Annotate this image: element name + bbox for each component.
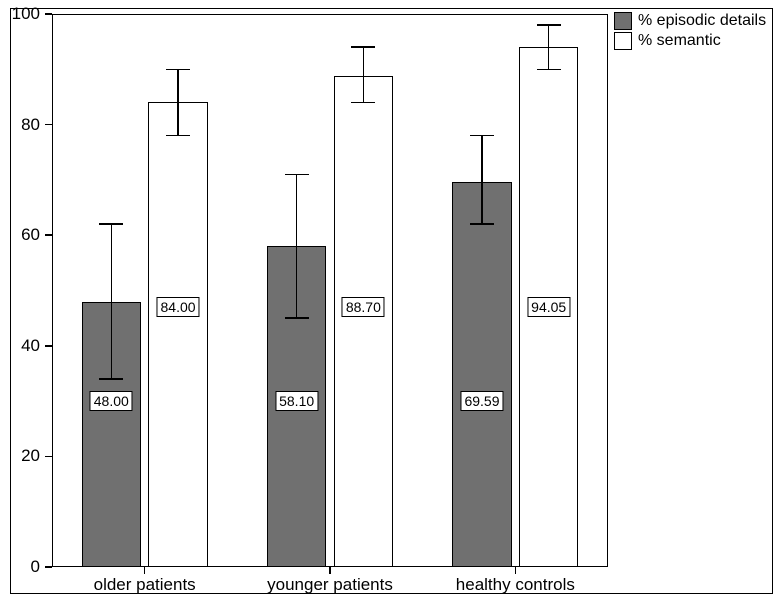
error-bar-cap: [166, 135, 190, 137]
error-bar-cap: [351, 102, 375, 104]
error-bar-cap: [470, 223, 494, 225]
error-bar-line: [363, 47, 365, 102]
x-tick: [329, 567, 331, 574]
error-bar-cap: [99, 378, 123, 380]
x-tick-label: older patients: [94, 575, 196, 595]
bar-value-label: 58.10: [275, 391, 318, 411]
bar: [452, 182, 511, 567]
y-tick-label: 20: [0, 446, 40, 466]
error-bar-cap: [537, 69, 561, 71]
legend-swatch: [614, 32, 632, 50]
legend: % episodic details % semantic: [614, 12, 766, 52]
legend-label: % semantic: [638, 32, 721, 50]
error-bar-line: [177, 69, 179, 135]
error-bar-line: [548, 25, 550, 69]
y-tick-label: 40: [0, 336, 40, 356]
x-tick: [144, 567, 146, 574]
error-bar-cap: [285, 317, 309, 319]
error-bar-line: [111, 224, 113, 379]
bar-value-label: 48.00: [90, 391, 133, 411]
chart-figure: % episodic details % semantic 0 20 40 60 80 10…: [0, 0, 784, 603]
legend-item: % semantic: [614, 32, 766, 50]
bar: [148, 102, 207, 567]
y-tick: [45, 566, 52, 568]
error-bar-line: [481, 136, 483, 224]
error-bar-cap: [285, 174, 309, 176]
x-tick-label: younger patients: [267, 575, 393, 595]
y-tick: [45, 234, 52, 236]
x-tick: [515, 567, 517, 574]
bar-value-label: 88.70: [342, 297, 385, 317]
error-bar-cap: [537, 24, 561, 26]
y-tick-label: 100: [0, 4, 40, 24]
y-tick-label: 60: [0, 225, 40, 245]
y-tick: [45, 124, 52, 126]
y-tick: [45, 345, 52, 347]
legend-item: % episodic details: [614, 12, 766, 30]
bar-value-label: 69.59: [460, 391, 503, 411]
legend-swatch: [614, 12, 632, 30]
bar-value-label: 84.00: [156, 297, 199, 317]
error-bar-cap: [351, 46, 375, 48]
error-bar-cap: [166, 69, 190, 71]
bar: [334, 76, 393, 567]
legend-label: % episodic details: [638, 12, 766, 30]
y-tick-label: 0: [0, 557, 40, 577]
bar-value-label: 94.05: [527, 297, 570, 317]
y-tick: [45, 456, 52, 458]
y-tick: [45, 13, 52, 15]
error-bar-line: [296, 174, 298, 318]
error-bar-cap: [99, 223, 123, 225]
error-bar-cap: [470, 135, 494, 137]
x-tick-label: healthy controls: [456, 575, 575, 595]
y-tick-label: 80: [0, 115, 40, 135]
